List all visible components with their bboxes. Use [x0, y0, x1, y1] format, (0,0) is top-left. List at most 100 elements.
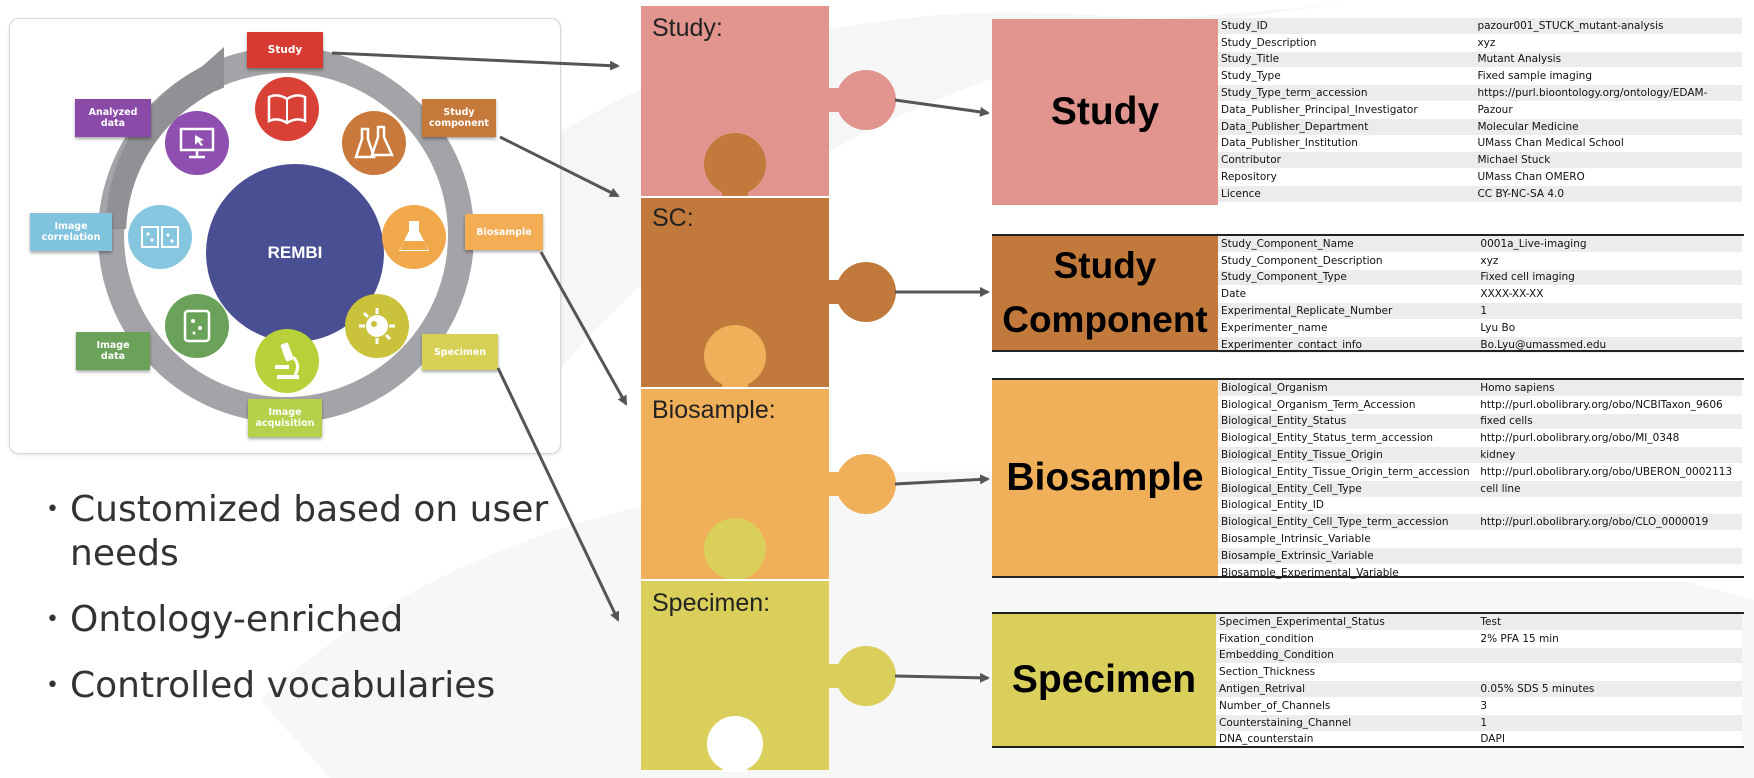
arrow-study	[332, 53, 618, 66]
table-row: Study_ID pazour001_STUCK_mutant-analysis	[1218, 18, 1742, 34]
field-name-cell: Licence	[1218, 185, 1474, 202]
table-row: Biological_Entity_Status_term_accession h…	[1218, 430, 1742, 447]
table-row: Section_Thickness	[1216, 664, 1742, 681]
field-name-cell: Experimental_Replicate_Number	[1218, 303, 1477, 320]
field-value-cell: 2% PFA 15 min	[1477, 630, 1742, 647]
table-row: Data_Publisher_Institution UMass Chan Med…	[1218, 135, 1742, 152]
field-name-cell: Section_Thickness	[1216, 664, 1477, 681]
field-name-cell: Number_of_Channels	[1216, 697, 1477, 714]
table-row: Biological_Entity_Status fixed cells	[1218, 413, 1742, 430]
table-row: Biological_Entity_Tissue_Origin kidney	[1218, 447, 1742, 464]
field-name-cell: Biological_Entity_Status_term_accession	[1218, 430, 1477, 447]
table-row: Embedding_Condition	[1216, 647, 1742, 664]
field-value-cell: Lyu Bo	[1477, 319, 1742, 336]
table-row: Data_Publisher_Principal_Investigator Paz…	[1218, 101, 1742, 118]
field-name-cell: Antigen_Retrival	[1216, 681, 1477, 698]
field-value-cell: Fixed sample imaging	[1474, 68, 1742, 85]
field-value-cell: Fixed cell imaging	[1477, 269, 1742, 286]
table-row: Licence CC BY-NC-SA 4.0	[1218, 185, 1742, 202]
field-value-cell: xyz	[1474, 34, 1742, 51]
specimen-title-box: Specimen	[992, 614, 1216, 746]
field-value-cell: UMass Chan OMERO	[1474, 169, 1742, 186]
field-name-cell: Experimenter_name	[1218, 319, 1477, 336]
arrow-to-biosample-table	[895, 479, 988, 484]
table-row: Biological_Organism_Term_Accession http:/…	[1218, 396, 1742, 413]
field-name-cell: Biological_Entity_Cell_Type	[1218, 480, 1477, 497]
arrow-study-component	[500, 137, 618, 196]
field-value-cell: Michael Stuck	[1474, 152, 1742, 169]
table-row: Counterstaining_Channel 1	[1216, 714, 1742, 731]
field-name-cell: Biosample_Intrinsic_Variable	[1218, 531, 1477, 548]
field-value-cell: http://purl.obolibrary.org/obo/MI_0348	[1477, 430, 1742, 447]
field-value-cell: UMass Chan Medical School	[1474, 135, 1742, 152]
study-metadata-table: Study_ID pazour001_STUCK_mutant-analysis S…	[1218, 18, 1742, 203]
field-name-cell: Biological_Entity_Tissue_Origin	[1218, 447, 1477, 464]
arrow-to-specimen-table	[895, 676, 988, 678]
field-value-cell: https://purl.bioontology.org/ontology/ED…	[1474, 85, 1742, 102]
field-value-cell: kidney	[1477, 447, 1742, 464]
biosample-metadata-table: Biological_Organism Homo sapiens Biologica…	[1218, 380, 1742, 582]
table-row: Biosample_Extrinsic_Variable	[1218, 547, 1742, 564]
biosample-title-box: Biosample	[992, 380, 1218, 576]
table-row: Study_Title Mutant Analysis	[1218, 51, 1742, 68]
divider	[992, 350, 1744, 352]
table-row: Study_Description xyz	[1218, 34, 1742, 51]
field-value-cell: CC BY-NC-SA 4.0	[1474, 185, 1742, 202]
field-value-cell: 0001a_Live-imaging	[1477, 236, 1742, 252]
field-value-cell: Pazour	[1474, 101, 1742, 118]
field-value-cell: http://purl.obolibrary.org/obo/CLO_00000…	[1477, 514, 1742, 531]
field-value-cell	[1477, 647, 1742, 664]
field-name-cell: Data_Publisher_Principal_Investigator	[1218, 101, 1474, 118]
table-row: Biological_Entity_Cell_Type_term_accessi…	[1218, 514, 1742, 531]
field-name-cell: Embedding_Condition	[1216, 647, 1477, 664]
puzzle-piece-specimen	[641, 549, 896, 772]
table-row: Biosample_Intrinsic_Variable	[1218, 531, 1742, 548]
field-name-cell: Study_Component_Type	[1218, 269, 1477, 286]
field-name-cell: Counterstaining_Channel	[1216, 714, 1477, 731]
field-name-cell: Fixation_condition	[1216, 630, 1477, 647]
field-value-cell: 3	[1477, 697, 1742, 714]
field-value-cell: Homo sapiens	[1477, 380, 1742, 396]
field-name-cell: Study_Type	[1218, 68, 1474, 85]
field-value-cell	[1477, 531, 1742, 548]
field-value-cell: 1	[1477, 714, 1742, 731]
field-name-cell: Date	[1218, 286, 1477, 303]
field-name-cell: Biological_Entity_Status	[1218, 413, 1477, 430]
table-row: Contributor Michael Stuck	[1218, 152, 1742, 169]
study-title-box: Study	[992, 19, 1218, 205]
table-row: Study_Component_Type Fixed cell imaging	[1218, 269, 1742, 286]
table-row: Biological_Organism Homo sapiens	[1218, 380, 1742, 396]
table-row: Fixation_condition 2% PFA 15 min	[1216, 630, 1742, 647]
field-value-cell: cell line	[1477, 480, 1742, 497]
field-name-cell: Biological_Entity_Cell_Type_term_accessi…	[1218, 514, 1477, 531]
field-value-cell	[1477, 497, 1742, 514]
field-value-cell: http://purl.obolibrary.org/obo/UBERON_00…	[1477, 463, 1742, 480]
field-name-cell: Biosample_Extrinsic_Variable	[1218, 547, 1477, 564]
field-name-cell: Data_Publisher_Institution	[1218, 135, 1474, 152]
puzzle-label-study: Study:	[652, 14, 723, 43]
field-name-cell: Biological_Entity_ID	[1218, 497, 1477, 514]
table-row: Study_Type Fixed sample imaging	[1218, 68, 1742, 85]
field-name-cell: Data_Publisher_Department	[1218, 118, 1474, 135]
table-row: Biological_Entity_Tissue_Origin_term_acc…	[1218, 463, 1742, 480]
field-value-cell	[1477, 547, 1742, 564]
arrow-biosample	[541, 252, 626, 404]
field-name-cell: Biological_Organism_Term_Accession	[1218, 396, 1477, 413]
puzzle-label-sc: SC:	[652, 204, 694, 233]
field-value-cell	[1477, 664, 1742, 681]
field-value-cell: XXXX-XX-XX	[1477, 286, 1742, 303]
field-name-cell: Study_Title	[1218, 51, 1474, 68]
table-row: Biological_Entity_Cell_Type cell line	[1218, 480, 1742, 497]
table-row: Biosample_Experimental_Variable	[1218, 564, 1742, 581]
puzzle-label-specimen: Specimen:	[652, 589, 770, 618]
field-name-cell: Biological_Entity_Tissue_Origin_term_acc…	[1218, 463, 1477, 480]
divider	[992, 746, 1744, 748]
table-row: Study_Component_Name 0001a_Live-imaging	[1218, 236, 1742, 252]
field-name-cell: Repository	[1218, 169, 1474, 186]
puzzle-label-biosample: Biosample:	[652, 396, 776, 425]
field-name-cell: Biosample_Experimental_Variable	[1218, 564, 1477, 581]
field-value-cell: 0.05% SDS 5 minutes	[1477, 681, 1742, 698]
table-row: Specimen_Experimental_Status Test	[1216, 614, 1742, 630]
divider	[992, 576, 1744, 578]
table-row: Biological_Entity_ID	[1218, 497, 1742, 514]
